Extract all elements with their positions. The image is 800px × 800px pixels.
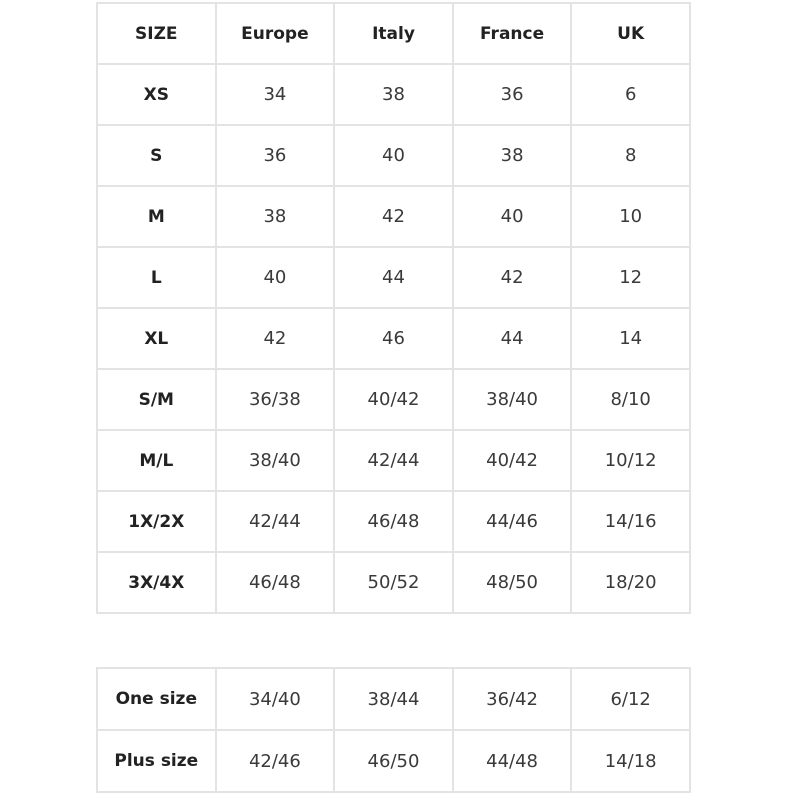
table-cell: 14/18 xyxy=(570,729,691,793)
table-row: Plus size 42/46 46/50 44/48 14/18 xyxy=(96,729,691,793)
table-cell: 40/42 xyxy=(451,429,573,492)
row-label: XS xyxy=(96,63,217,126)
table-cell: 44 xyxy=(333,246,454,309)
column-header: Italy xyxy=(333,2,454,65)
row-label: Plus size xyxy=(96,729,217,793)
table-cell: 38/40 xyxy=(451,368,573,431)
table-cell: 46/48 xyxy=(214,551,336,614)
column-header: Europe xyxy=(214,2,336,65)
table-cell: 38/40 xyxy=(214,429,336,492)
column-header: SIZE xyxy=(96,2,217,65)
table-cell: 34 xyxy=(214,63,336,126)
table-cell: 44 xyxy=(451,307,573,370)
table-cell: 8 xyxy=(570,124,691,187)
table-cell: 14/16 xyxy=(570,490,691,553)
table-row: 3X/4X 46/48 50/52 48/50 18/20 xyxy=(96,551,691,614)
table-cell: 42 xyxy=(214,307,336,370)
row-label: 1X/2X xyxy=(96,490,217,553)
table-cell: 10/12 xyxy=(570,429,691,492)
table-cell: 12 xyxy=(570,246,691,309)
table-cell: 36/38 xyxy=(214,368,336,431)
row-label: XL xyxy=(96,307,217,370)
row-label: 3X/4X xyxy=(96,551,217,614)
table-row: 1X/2X 42/44 46/48 44/46 14/16 xyxy=(96,490,691,553)
table-cell: 40/42 xyxy=(333,368,454,431)
table-cell: 36 xyxy=(451,63,573,126)
table-cell: 40 xyxy=(214,246,336,309)
table-cell: 36 xyxy=(214,124,336,187)
table-cell: 44/48 xyxy=(451,729,573,793)
table-cell: 42/46 xyxy=(214,729,336,793)
row-label: M/L xyxy=(96,429,217,492)
table-cell: 10 xyxy=(570,185,691,248)
table-cell: 46/50 xyxy=(333,729,454,793)
row-label: S xyxy=(96,124,217,187)
table-cell: 14 xyxy=(570,307,691,370)
table-row: M/L 38/40 42/44 40/42 10/12 xyxy=(96,429,691,492)
table-cell: 8/10 xyxy=(570,368,691,431)
table-cell: 34/40 xyxy=(214,667,336,731)
table-cell: 6/12 xyxy=(570,667,691,731)
size-conversion-table: SIZE Europe Italy France UK XS 34 38 36 6 S 36 40 38… xyxy=(96,2,691,614)
table-cell: 38 xyxy=(214,185,336,248)
column-header: UK xyxy=(570,2,691,65)
table-cell: 46 xyxy=(333,307,454,370)
table-cell: 42/44 xyxy=(333,429,454,492)
table-row: M 38 42 40 10 xyxy=(96,185,691,248)
row-label: S/M xyxy=(96,368,217,431)
table-row: XS 34 38 36 6 xyxy=(96,63,691,126)
table-cell: 46/48 xyxy=(333,490,454,553)
table-cell: 38/44 xyxy=(333,667,454,731)
row-label: L xyxy=(96,246,217,309)
table-cell: 42/44 xyxy=(214,490,336,553)
table-cell: 38 xyxy=(333,63,454,126)
table-cell: 6 xyxy=(570,63,691,126)
table-cell: 18/20 xyxy=(570,551,691,614)
table-row: XL 42 46 44 14 xyxy=(96,307,691,370)
table-cell: 44/46 xyxy=(451,490,573,553)
table-cell: 42 xyxy=(333,185,454,248)
one-plus-size-table: One size 34/40 38/44 36/42 6/12 Plus size 42/4… xyxy=(96,667,691,793)
table-cell: 48/50 xyxy=(451,551,573,614)
table-cell: 40 xyxy=(451,185,573,248)
row-label: M xyxy=(96,185,217,248)
table-cell: 38 xyxy=(451,124,573,187)
table-row: L 40 44 42 12 xyxy=(96,246,691,309)
table-row: One size 34/40 38/44 36/42 6/12 xyxy=(96,667,691,731)
table-cell: 42 xyxy=(451,246,573,309)
table-cell: 40 xyxy=(333,124,454,187)
table-cell: 50/52 xyxy=(333,551,454,614)
table-row: S/M 36/38 40/42 38/40 8/10 xyxy=(96,368,691,431)
column-header: France xyxy=(451,2,573,65)
table-header-row: SIZE Europe Italy France UK xyxy=(96,2,691,65)
row-label: One size xyxy=(96,667,217,731)
table-row: S 36 40 38 8 xyxy=(96,124,691,187)
table-cell: 36/42 xyxy=(451,667,573,731)
